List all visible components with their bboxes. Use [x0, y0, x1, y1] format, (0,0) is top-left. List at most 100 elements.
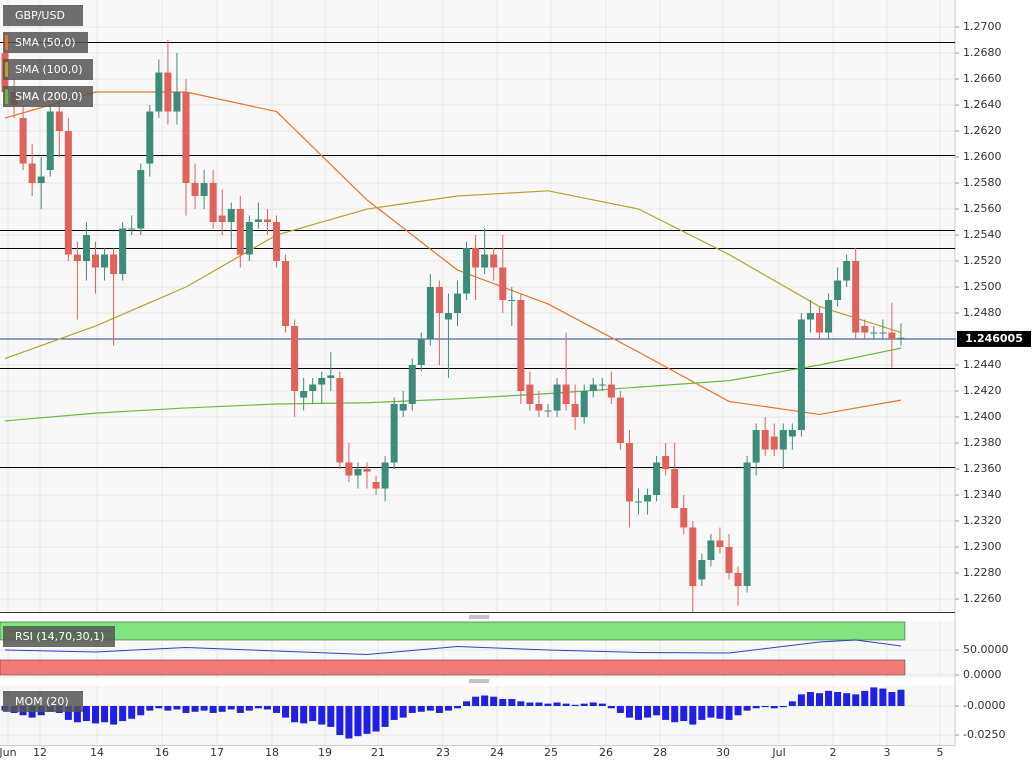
mom-bar [680, 705, 688, 722]
candle-body [291, 326, 299, 392]
mom-bar [345, 705, 353, 739]
x-tick-label: 19 [318, 746, 332, 759]
candle-body [544, 410, 552, 412]
mom-bar [644, 705, 652, 718]
mom-bar [390, 705, 398, 720]
mom-bar [770, 705, 778, 709]
candle-body [417, 339, 425, 366]
mom-bar [191, 705, 199, 712]
legend-box [3, 5, 83, 26]
mom-bar [888, 692, 896, 706]
x-tick-label: 16 [155, 746, 169, 759]
y-tick-label: 1.2280 [963, 566, 1002, 579]
mom-bar [435, 705, 443, 713]
mom-bar [372, 705, 380, 732]
y-tick-label: 1.2680 [963, 46, 1002, 59]
mom-bar [101, 705, 109, 723]
mom-bar [580, 703, 588, 706]
mom-bar [870, 687, 878, 706]
mom-bar [146, 705, 154, 711]
y-tick-label: 1.2300 [963, 540, 1002, 553]
mom-bar [110, 705, 118, 725]
candle-body [472, 248, 480, 268]
x-tick-label: 18 [265, 746, 279, 759]
candle-body [797, 319, 805, 431]
mom-bar [752, 705, 760, 709]
mom-bar [725, 705, 733, 720]
mom-bar [444, 705, 452, 711]
candle-body [236, 209, 244, 255]
candle-body [680, 508, 688, 528]
candle-body [843, 261, 851, 281]
candle-body [28, 163, 36, 184]
mom-bar [137, 705, 145, 716]
mom-bar [182, 705, 190, 713]
legend-swatch [5, 89, 8, 104]
candle-body [861, 326, 869, 333]
mom-bar [363, 705, 371, 734]
candle-body [92, 254, 99, 268]
candle-body [263, 219, 271, 223]
x-tick-label: 17 [210, 746, 224, 759]
x-tick-label: 3 [884, 746, 891, 759]
candle-body [209, 183, 217, 223]
x-tick-label: 25 [544, 746, 558, 759]
mom-bar [653, 705, 661, 716]
mom-bar [263, 705, 271, 710]
candle-body [101, 254, 109, 268]
candle-body [300, 391, 308, 398]
legend-box [3, 691, 83, 712]
candle-body [245, 222, 253, 255]
candle-body [897, 337, 905, 340]
mom-bar [526, 702, 534, 706]
mom-bar [662, 705, 670, 720]
legend-label: MOM (20) [15, 695, 69, 708]
candle-body [553, 384, 561, 411]
candle-body [598, 384, 606, 386]
mom-bar [843, 693, 851, 706]
candle-body [327, 375, 335, 379]
mom-bar [454, 705, 461, 709]
mom-bar [806, 692, 814, 706]
candle-body [689, 527, 697, 587]
mom-bar [164, 705, 172, 711]
x-tick-label: 12 [33, 746, 47, 759]
candle-body [381, 462, 389, 489]
mom-bar [562, 703, 570, 706]
candle-body [372, 482, 380, 489]
mom-bar [236, 705, 244, 713]
y-tick-label: 1.2580 [963, 176, 1002, 189]
candle-body [770, 436, 778, 450]
mom-bar [852, 694, 860, 706]
y-tick-label: 1.2520 [963, 254, 1002, 267]
mom-bar [716, 705, 724, 719]
legend-box [3, 86, 93, 107]
mom-bar [490, 696, 498, 706]
candle-body [146, 111, 154, 164]
x-tick-label: 21 [371, 746, 385, 759]
candle-body [191, 183, 199, 197]
y-tick-label: 1.2360 [963, 462, 1002, 475]
y-tick-label: 1.2260 [963, 592, 1002, 605]
candle-body [870, 332, 878, 334]
candle-body [562, 384, 570, 405]
candle-body [282, 261, 290, 327]
candle-body [37, 176, 45, 184]
candle-body [354, 469, 362, 476]
mom-bar [861, 690, 869, 706]
legend-box [3, 32, 88, 53]
mom-bar [381, 705, 389, 727]
mom-bar [291, 705, 299, 723]
candle-body [852, 261, 860, 333]
mom-bar [472, 696, 480, 706]
x-tick-label: 26 [599, 746, 613, 759]
y-tick-label: 1.2540 [963, 228, 1002, 241]
candle-body [119, 228, 127, 275]
candle-body [725, 547, 733, 574]
mom-bar [426, 705, 434, 711]
candle-body [671, 469, 679, 509]
candle-body [834, 280, 842, 301]
mom-bar [245, 705, 253, 711]
mom-bar [399, 705, 407, 718]
